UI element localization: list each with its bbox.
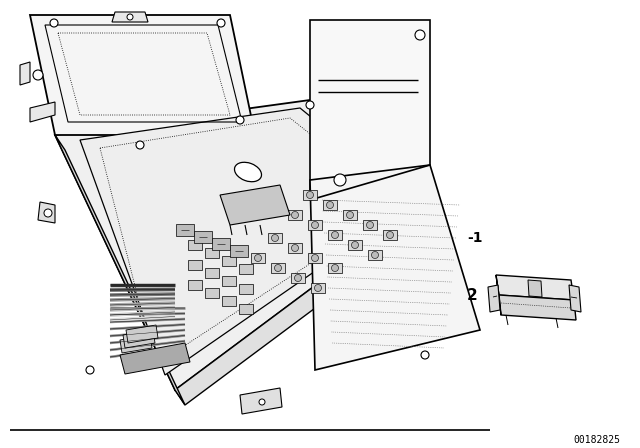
Polygon shape xyxy=(323,200,337,210)
Circle shape xyxy=(136,141,144,149)
Polygon shape xyxy=(120,343,190,374)
Circle shape xyxy=(332,264,339,271)
Circle shape xyxy=(86,366,94,374)
Polygon shape xyxy=(80,108,415,375)
Polygon shape xyxy=(20,62,30,85)
Circle shape xyxy=(271,234,278,241)
Circle shape xyxy=(326,202,333,208)
Polygon shape xyxy=(310,20,430,200)
Circle shape xyxy=(346,211,353,219)
Circle shape xyxy=(259,399,265,405)
Polygon shape xyxy=(38,202,55,223)
Circle shape xyxy=(33,70,43,80)
Circle shape xyxy=(314,284,321,292)
Circle shape xyxy=(127,14,133,20)
Polygon shape xyxy=(239,304,253,314)
Polygon shape xyxy=(308,253,322,263)
Circle shape xyxy=(217,19,225,27)
Circle shape xyxy=(421,351,429,359)
Polygon shape xyxy=(205,268,219,278)
Circle shape xyxy=(306,101,314,109)
Circle shape xyxy=(351,241,358,249)
Polygon shape xyxy=(176,224,194,236)
Polygon shape xyxy=(205,248,219,258)
Polygon shape xyxy=(55,100,430,390)
Polygon shape xyxy=(30,102,55,122)
Polygon shape xyxy=(194,231,212,243)
Circle shape xyxy=(332,232,339,238)
Polygon shape xyxy=(348,240,362,250)
Circle shape xyxy=(275,264,282,271)
Circle shape xyxy=(255,254,262,262)
Polygon shape xyxy=(188,260,202,270)
Polygon shape xyxy=(120,335,152,353)
Polygon shape xyxy=(496,275,574,300)
Polygon shape xyxy=(310,165,480,370)
Polygon shape xyxy=(363,220,377,230)
Polygon shape xyxy=(251,253,265,263)
Polygon shape xyxy=(222,276,236,286)
Polygon shape xyxy=(308,220,322,230)
Circle shape xyxy=(44,209,52,217)
Ellipse shape xyxy=(234,162,262,182)
Circle shape xyxy=(291,245,298,251)
Circle shape xyxy=(236,116,244,124)
Text: 2: 2 xyxy=(467,288,477,302)
Polygon shape xyxy=(239,264,253,274)
Polygon shape xyxy=(240,388,282,414)
Circle shape xyxy=(334,174,346,186)
Polygon shape xyxy=(499,295,576,320)
Polygon shape xyxy=(175,200,440,405)
Circle shape xyxy=(50,19,58,27)
Circle shape xyxy=(312,254,319,262)
Polygon shape xyxy=(112,12,148,22)
Polygon shape xyxy=(268,233,282,243)
Circle shape xyxy=(415,30,425,40)
Polygon shape xyxy=(368,250,382,260)
Polygon shape xyxy=(496,275,501,315)
Polygon shape xyxy=(328,230,342,240)
Polygon shape xyxy=(488,285,500,312)
Polygon shape xyxy=(55,135,185,405)
Polygon shape xyxy=(222,296,236,306)
Polygon shape xyxy=(239,284,253,294)
Polygon shape xyxy=(328,263,342,273)
Polygon shape xyxy=(222,256,236,266)
Circle shape xyxy=(291,211,298,219)
Polygon shape xyxy=(188,280,202,290)
Circle shape xyxy=(371,251,378,258)
Polygon shape xyxy=(528,280,542,297)
Circle shape xyxy=(312,221,319,228)
Polygon shape xyxy=(30,15,255,135)
Polygon shape xyxy=(271,263,285,273)
Polygon shape xyxy=(230,245,248,257)
Polygon shape xyxy=(288,243,302,253)
Circle shape xyxy=(294,275,301,281)
Polygon shape xyxy=(126,325,158,343)
Polygon shape xyxy=(303,190,317,200)
Polygon shape xyxy=(310,100,445,215)
Polygon shape xyxy=(205,288,219,298)
Circle shape xyxy=(307,191,314,198)
Text: -1: -1 xyxy=(467,231,483,245)
Polygon shape xyxy=(291,273,305,283)
Polygon shape xyxy=(343,210,357,220)
Polygon shape xyxy=(212,238,230,250)
Text: 00182825: 00182825 xyxy=(573,435,620,445)
Polygon shape xyxy=(311,283,325,293)
Polygon shape xyxy=(123,330,155,348)
Polygon shape xyxy=(188,240,202,250)
Polygon shape xyxy=(220,185,290,225)
Polygon shape xyxy=(288,210,302,220)
Polygon shape xyxy=(569,285,581,312)
Polygon shape xyxy=(383,230,397,240)
Circle shape xyxy=(367,221,374,228)
Circle shape xyxy=(387,232,394,238)
Polygon shape xyxy=(370,180,440,215)
